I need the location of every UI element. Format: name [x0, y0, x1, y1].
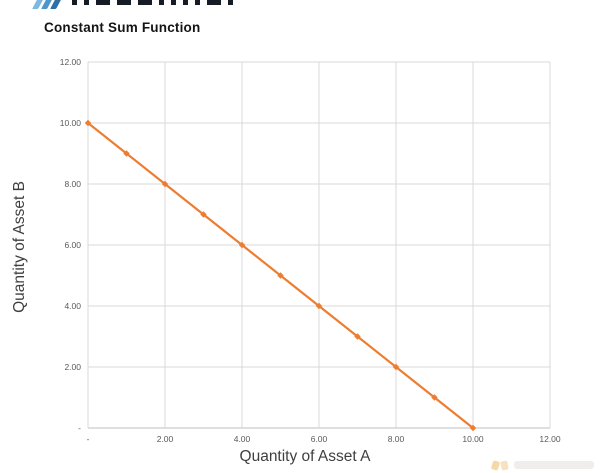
watermark-text-cutoff	[514, 461, 594, 469]
chart-gridlines	[87, 61, 551, 429]
data-point-marker	[161, 180, 169, 188]
y-axis-tick-label: 4.00	[64, 301, 81, 311]
y-axis-tick-label: 10.00	[60, 118, 82, 128]
data-point-marker	[277, 272, 284, 279]
x-axis-tick-label: 10.00	[462, 434, 484, 444]
watermark-icon	[500, 460, 509, 471]
data-point-marker	[354, 333, 361, 340]
data-point-marker	[431, 394, 438, 401]
x-axis-tick-label: 8.00	[388, 434, 405, 444]
y-axis-title: Quantity of Asset B	[11, 181, 28, 313]
x-axis-tick-label: 2.00	[157, 434, 174, 444]
chart-series	[84, 119, 477, 432]
watermark-logo	[490, 460, 596, 473]
data-point-marker	[315, 302, 323, 310]
y-axis-tick-label: 12.00	[60, 57, 82, 67]
logo-wordmark-cutoff	[72, 0, 240, 5]
chart-tick-labels: - 2.00 4.00 6.00 8.00 10.00 12.00 - 2.00 4.00 6.00…	[60, 57, 561, 444]
y-axis-tick-label: 6.00	[64, 240, 81, 250]
x-axis-tick-label: 6.00	[311, 434, 328, 444]
x-axis-title: Quantity of Asset A	[240, 448, 372, 465]
brand-logo	[32, 0, 259, 10]
chart-title: Constant Sum Function	[44, 20, 201, 35]
y-axis-tick-label: 8.00	[64, 179, 81, 189]
x-axis-tick-label: 4.00	[234, 434, 251, 444]
data-point-marker	[238, 241, 246, 249]
data-point-marker	[469, 424, 477, 432]
data-point-marker	[123, 150, 130, 157]
x-axis-tick-label: 12.00	[539, 434, 561, 444]
watermark-icon	[490, 460, 501, 471]
y-axis-tick-label: 2.00	[64, 362, 81, 372]
x-axis-tick-label: -	[87, 434, 90, 444]
data-point-marker	[84, 119, 92, 127]
data-point-marker	[200, 211, 207, 218]
data-point-marker	[392, 363, 400, 371]
y-axis-tick-label: -	[78, 423, 81, 433]
